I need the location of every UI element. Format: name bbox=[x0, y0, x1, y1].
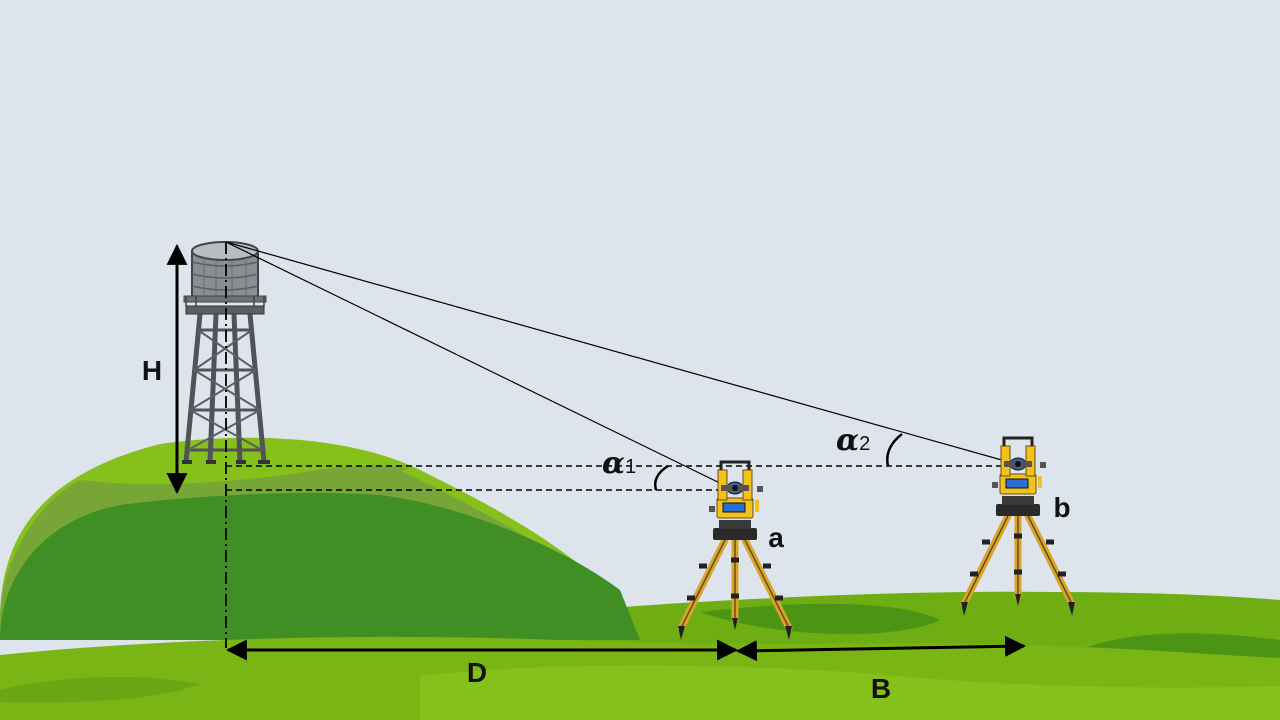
station-a-label: a bbox=[768, 522, 784, 553]
base-label: B bbox=[871, 673, 891, 704]
height-label: H bbox=[142, 355, 162, 386]
distance-label: D bbox=[467, 657, 487, 688]
alpha1-label: α1 bbox=[602, 446, 636, 481]
angle-arc-2 bbox=[886, 433, 903, 467]
theodolite-icon bbox=[677, 460, 793, 640]
angle-arc-1 bbox=[654, 464, 669, 491]
alpha2-label: α2 bbox=[836, 423, 870, 458]
theodolite-icon bbox=[960, 436, 1076, 616]
sight-line-a bbox=[225, 241, 731, 489]
base-arrow bbox=[735, 635, 1027, 662]
ground-front-shade bbox=[0, 676, 200, 703]
station-b-label: b bbox=[1053, 492, 1070, 523]
hill-dark bbox=[0, 493, 640, 640]
ground-front-light bbox=[420, 665, 1280, 720]
ground-right-shade bbox=[700, 603, 940, 635]
sight-line-b bbox=[225, 241, 1017, 465]
